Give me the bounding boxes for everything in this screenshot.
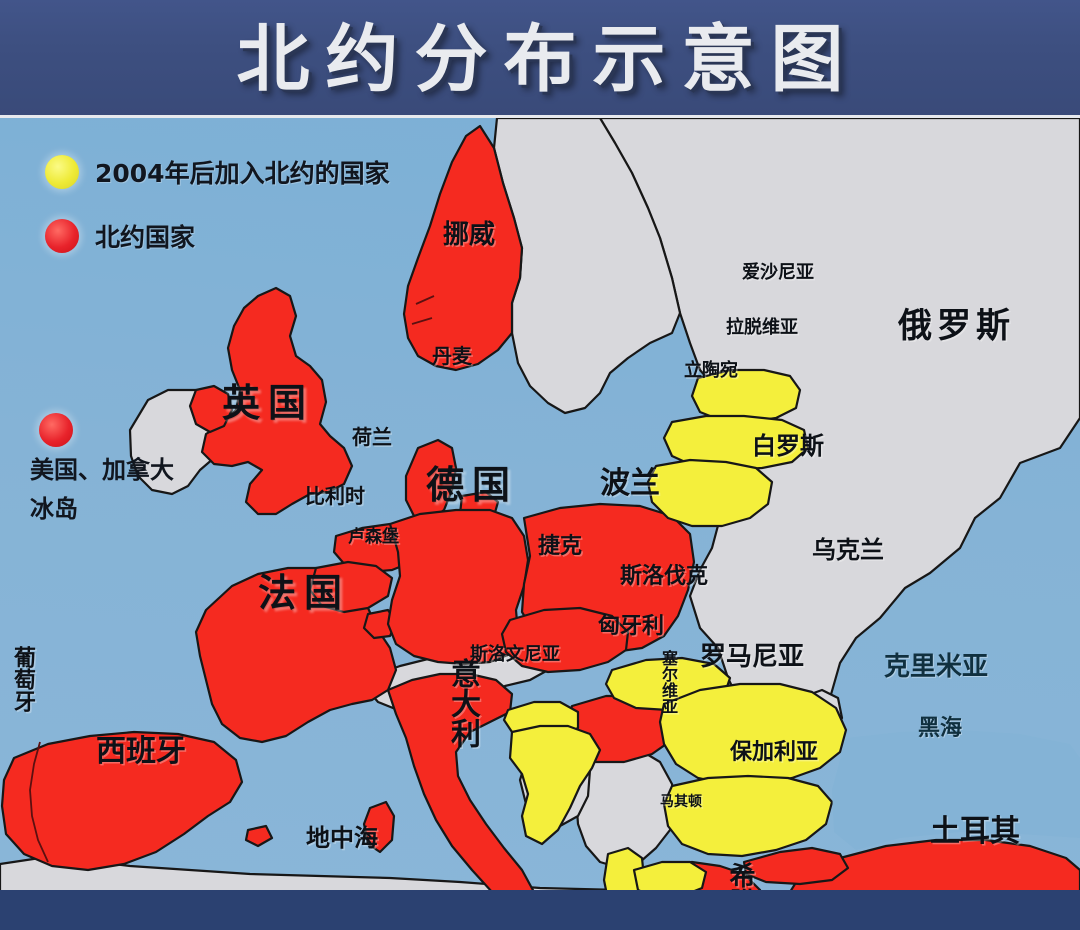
- yellow-dot-icon: [45, 155, 79, 189]
- red-dot-icon: [45, 219, 79, 253]
- legend-item-joined-after-2004[interactable]: 2004年后加入北约的国家: [45, 154, 390, 190]
- legend-item-nato-member[interactable]: 北约国家: [45, 218, 195, 254]
- country-denmark: [404, 438, 458, 522]
- country-northern-ireland: [188, 384, 234, 434]
- country-croatia: [508, 724, 602, 846]
- island-sardinia: [362, 800, 396, 854]
- country-spain: [0, 730, 244, 872]
- legend-note-line-1: 美国、加拿大: [30, 456, 174, 484]
- europe-map-svg: .ld{stroke:#171717;stroke-width:2.2;stro…: [0, 118, 1080, 930]
- border-portugal: [29, 741, 49, 863]
- legend-label-nato-member: 北约国家: [95, 223, 196, 252]
- page-title: 北约分布示意图: [236, 16, 860, 102]
- country-romania: [658, 682, 848, 786]
- black-sea-water: [832, 730, 1080, 850]
- country-estonia: [690, 368, 802, 424]
- country-macedonia: [632, 860, 708, 900]
- red-dot-icon-overseas: [39, 413, 73, 447]
- country-luxembourg: [362, 608, 398, 640]
- country-united-kingdom: [200, 286, 354, 516]
- landmass-eastern-europe: [598, 118, 1080, 730]
- island-sicily: [492, 908, 540, 930]
- legend-note-line-2: 冰岛: [30, 494, 78, 523]
- country-latvia: [662, 414, 810, 472]
- country-czech: [500, 606, 630, 674]
- island-crete: [738, 914, 800, 930]
- map-canvas[interactable]: .ld{stroke:#171717;stroke-width:2.2;stro…: [0, 118, 1080, 930]
- legend-note-overseas-members[interactable]: 美国、加拿大 冰岛: [30, 413, 174, 524]
- country-italy: [386, 672, 536, 912]
- country-belgium: [308, 560, 394, 614]
- country-turkey-thrace: [742, 846, 850, 886]
- country-norway: [402, 124, 524, 372]
- island-balearic: [244, 824, 274, 848]
- legend-label-joined-after-2004: 2004年后加入北约的国家: [95, 159, 390, 188]
- title-banner: 北约分布示意图: [0, 0, 1080, 118]
- country-bulgaria: [662, 774, 834, 858]
- country-lithuania: [646, 458, 774, 528]
